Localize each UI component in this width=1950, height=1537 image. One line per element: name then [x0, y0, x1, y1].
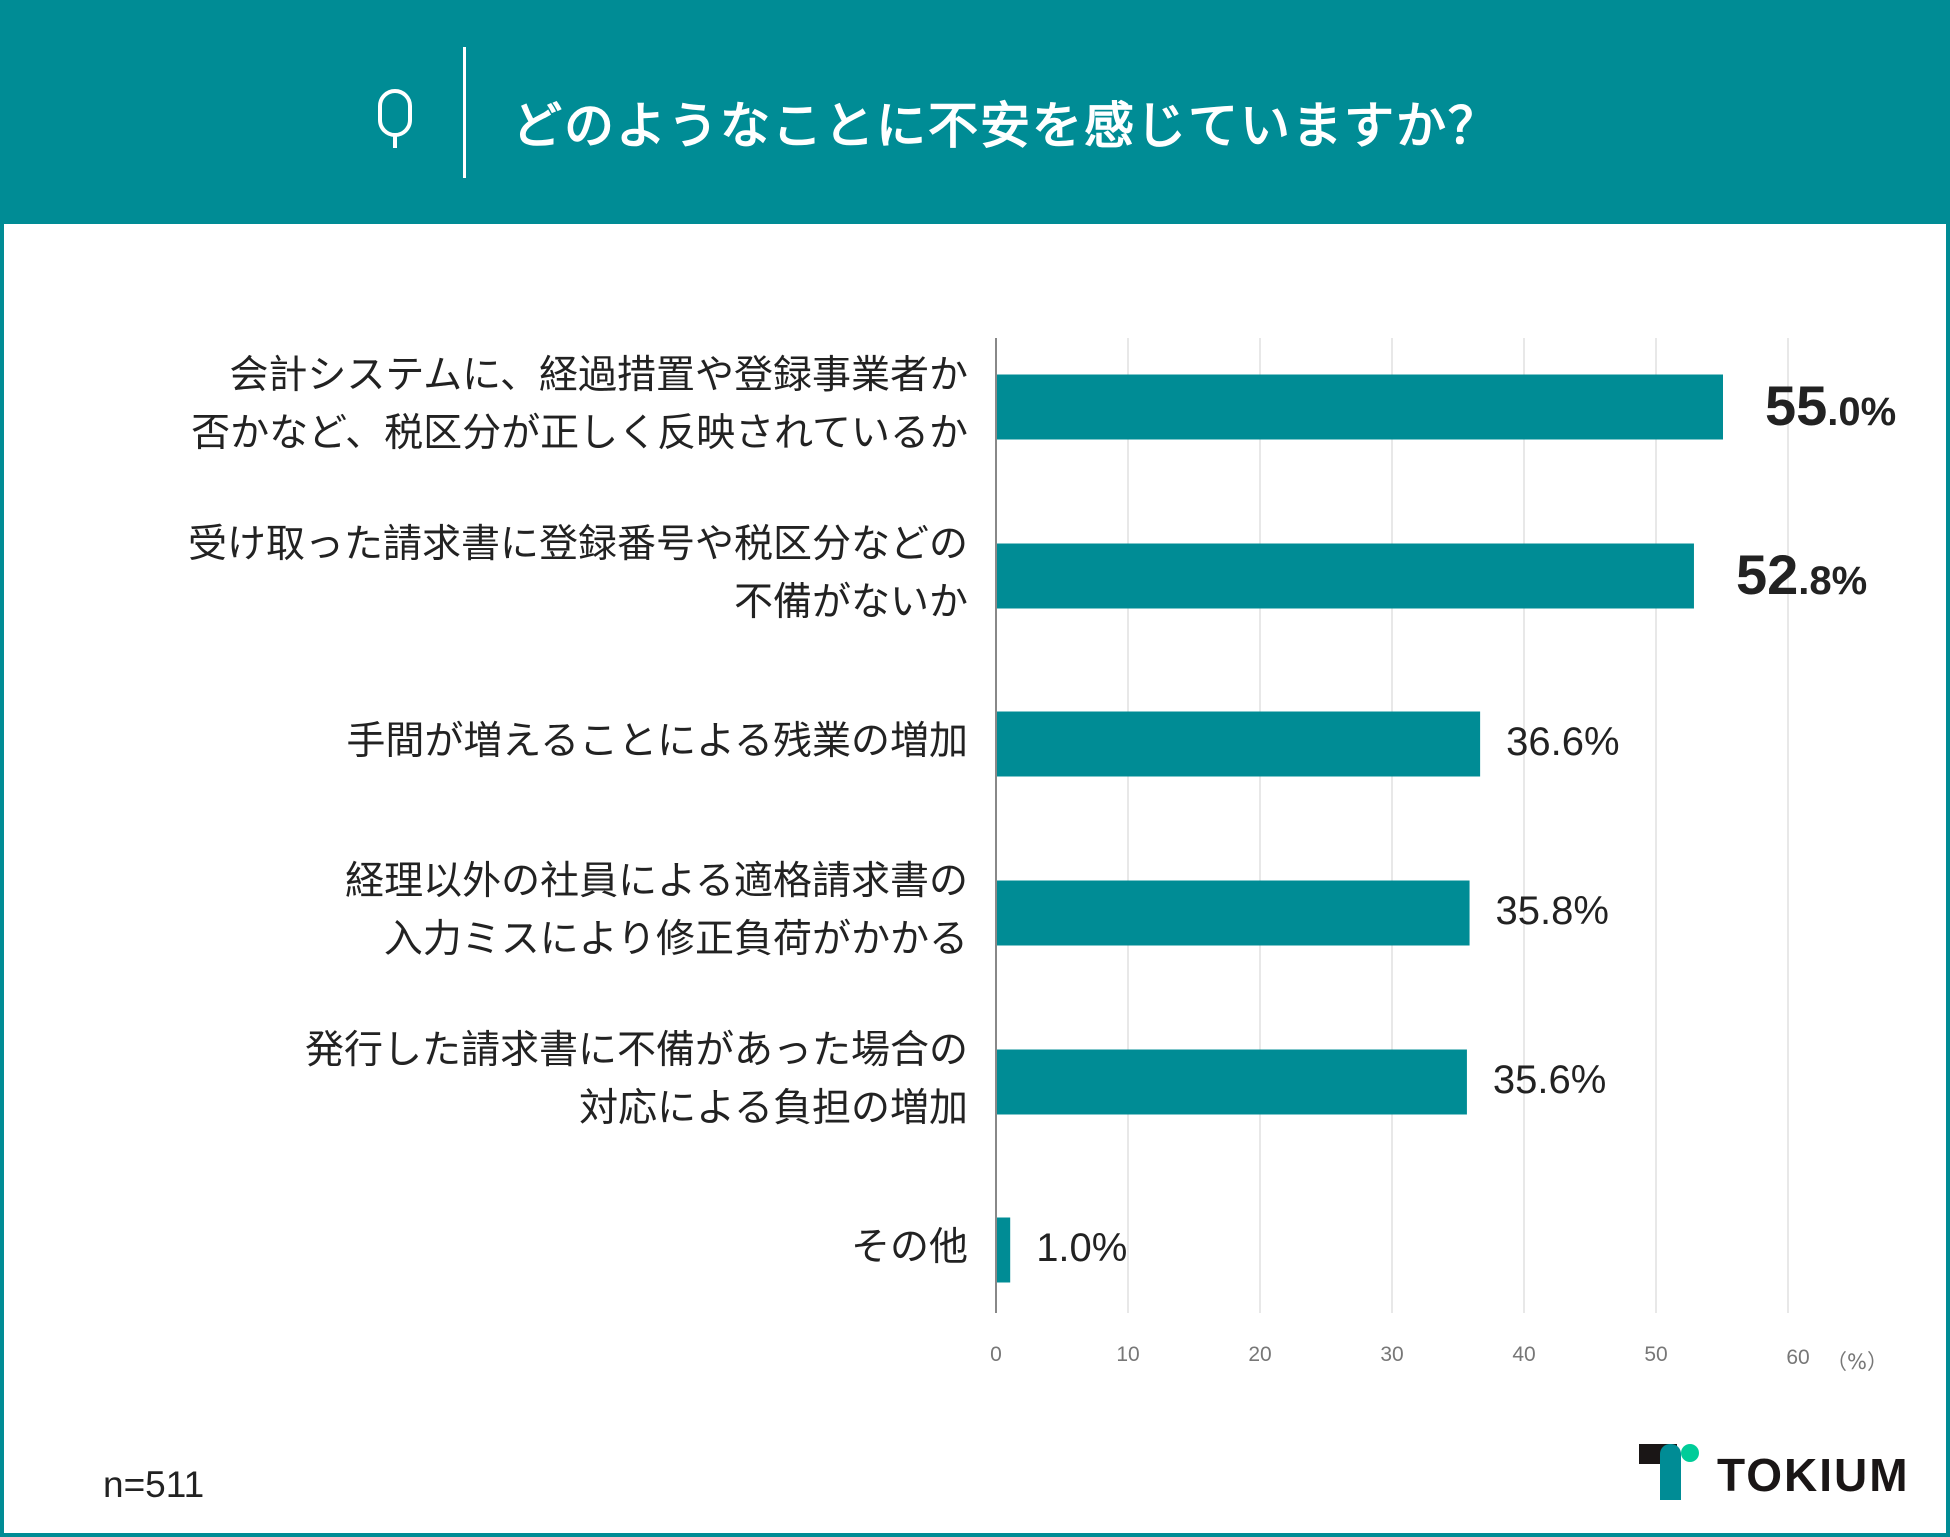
bar [997, 543, 1694, 609]
category-label-line: その他 [850, 1225, 968, 1270]
q-icon [378, 89, 412, 148]
x-tick-label: 20 [1248, 1343, 1272, 1366]
category-label: その他 [851, 1219, 968, 1277]
category-label-line: 否かなど、税区分が正しく反映されているか [191, 411, 968, 456]
category-label: 受け取った請求書に登録番号や税区分などの不備がないか [188, 516, 968, 632]
tokium-logo-icon [1639, 1444, 1699, 1500]
category-label-line: 発行した請求書に不備があった場合の [304, 1028, 968, 1073]
sample-size: n=511 [103, 1464, 205, 1505]
bar [997, 1217, 1011, 1283]
category-label: 発行した請求書に不備があった場合の対応による負担の増加 [305, 1022, 968, 1138]
bar [997, 374, 1723, 440]
header-banner: どのようなことに不安を感じていますか？ [0, 0, 1950, 224]
header-divider [463, 47, 466, 178]
x-tick-label: 0 [990, 1343, 1002, 1366]
value-integer: 52 [1735, 543, 1799, 606]
value-label: 1.0% [1036, 1226, 1128, 1270]
category-label-line: 手間が増えることによる残業の増加 [346, 719, 968, 764]
category-label-line: 受け取った請求書に登録番号や税区分などの [187, 522, 968, 567]
x-tick-label: 50 [1644, 1343, 1668, 1366]
value-label: 52.8% [1736, 542, 1867, 607]
x-tick-label: 30 [1380, 1343, 1404, 1366]
value-label: 55.0% [1765, 373, 1896, 438]
value-integer: 55 [1765, 374, 1828, 437]
category-label-line: 対応による負担の増加 [579, 1086, 968, 1131]
value-decimal: .8% [1798, 559, 1868, 603]
category-label-line: 経理以外の社員による適格請求書の [345, 859, 968, 904]
category-label-line: 入力ミスにより修正負荷がかかる [383, 917, 968, 962]
brand-name: TOKIUM [1717, 1449, 1910, 1501]
category-label-line: 会計システムに、経過措置や登録事業者か [229, 353, 968, 398]
category-label: 手間が増えることによる残業の増加 [346, 713, 968, 771]
category-label: 会計システムに、経過措置や登録事業者か否かなど、税区分が正しく反映されているか [191, 347, 968, 463]
x-tick-label: 60 [1786, 1346, 1810, 1369]
bar [997, 880, 1470, 946]
value-decimal: .0% [1827, 390, 1897, 434]
category-label: 経理以外の社員による適格請求書の入力ミスにより修正負荷がかかる [345, 853, 968, 969]
value-label: 36.6% [1506, 720, 1620, 764]
x-axis-unit: （%） [1826, 1350, 1888, 1374]
category-label-line: 不備がないか [733, 580, 968, 625]
page-title: どのようなことに不安を感じていますか？ [512, 97, 1500, 155]
bar [997, 711, 1481, 777]
value-label: 35.8% [1495, 889, 1609, 933]
bar [997, 1049, 1467, 1115]
x-tick-label: 10 [1116, 1343, 1140, 1366]
value-label: 35.6% [1492, 1058, 1607, 1102]
x-tick-label: 40 [1512, 1343, 1536, 1366]
